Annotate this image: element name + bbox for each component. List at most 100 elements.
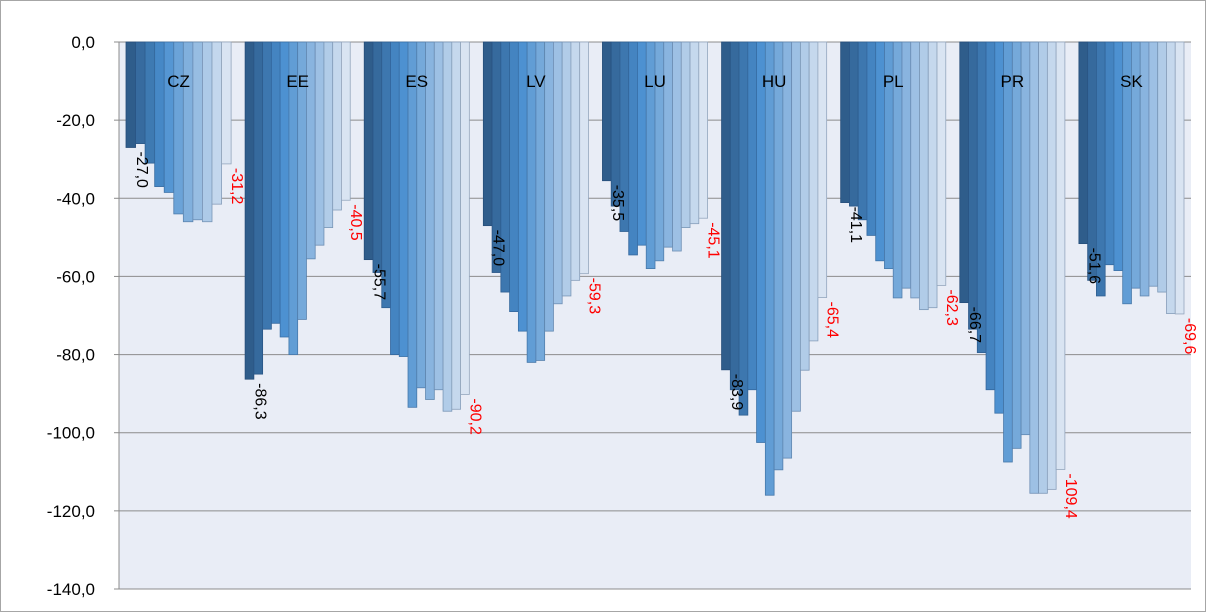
bar	[570, 41, 581, 281]
bar	[680, 41, 691, 228]
bar	[262, 41, 272, 330]
bar	[729, 41, 740, 391]
bar	[1029, 41, 1040, 494]
bar	[1148, 41, 1159, 287]
data-label-first: -51,6	[1085, 248, 1102, 285]
bar	[698, 41, 708, 219]
bar	[994, 41, 1004, 414]
bar	[799, 41, 810, 371]
bar	[1020, 41, 1031, 436]
data-label-last: -90,2	[466, 398, 483, 435]
bar	[1038, 41, 1048, 494]
bar	[125, 41, 136, 148]
bar	[1166, 41, 1176, 314]
bar	[509, 41, 519, 312]
bar	[721, 41, 731, 371]
bar	[919, 41, 929, 311]
data-label-first: -27,0	[133, 151, 150, 188]
bar	[817, 41, 828, 298]
data-label-last: -40,5	[347, 204, 364, 241]
y-tick-label: -20,0	[56, 111, 95, 130]
bar	[323, 41, 334, 228]
bar	[544, 41, 554, 332]
bar	[363, 41, 374, 261]
bar	[1157, 41, 1167, 293]
data-label-last: -109,4	[1062, 473, 1079, 518]
data-label-first: -55,7	[371, 264, 388, 301]
category-label: ES	[405, 72, 428, 91]
bar	[253, 41, 264, 375]
bar	[791, 41, 801, 412]
category-label: PL	[883, 72, 904, 91]
data-label-last: -31,2	[228, 168, 245, 205]
bar	[773, 41, 784, 471]
bar	[407, 41, 418, 408]
data-label-first: -83,9	[728, 374, 745, 411]
bar	[602, 41, 612, 182]
bar	[866, 41, 877, 236]
bar	[244, 41, 255, 380]
bar	[628, 41, 638, 256]
bar	[144, 41, 156, 164]
y-tick-label: -80,0	[56, 346, 95, 365]
y-axis: 0,0 -20,0 -40,0 -60,0 -80,0 -100,0 -120,0 -140,…	[47, 33, 120, 599]
bar	[985, 41, 996, 391]
bar	[747, 41, 757, 391]
bar	[154, 41, 165, 187]
bar	[482, 41, 493, 227]
data-label-first: -35,5	[609, 185, 626, 222]
bar	[390, 41, 400, 355]
y-tick-label: -120,0	[47, 502, 95, 521]
bar	[1046, 41, 1057, 490]
bar	[610, 41, 621, 207]
bar	[211, 41, 222, 205]
data-label-first: -66,7	[966, 307, 983, 344]
bar	[927, 41, 938, 309]
category-label: EE	[286, 72, 309, 91]
data-label-last: -62,3	[943, 289, 960, 326]
bar	[840, 41, 850, 203]
bar	[808, 41, 819, 342]
bar	[221, 41, 232, 165]
bar	[442, 41, 453, 412]
bar	[192, 41, 203, 221]
bar	[959, 41, 969, 304]
bar	[689, 41, 700, 225]
data-label-first: -41,1	[847, 207, 864, 244]
bar	[451, 41, 461, 410]
bar	[460, 41, 470, 395]
bar	[202, 41, 213, 223]
bar	[173, 41, 184, 215]
y-tick-label: -60,0	[56, 267, 95, 286]
bars	[125, 41, 1185, 496]
category-label: LV	[526, 72, 546, 91]
bar	[553, 41, 563, 305]
bar	[849, 41, 859, 207]
bar	[341, 41, 351, 201]
bar	[135, 41, 146, 144]
bar	[968, 41, 978, 330]
bar	[764, 41, 775, 496]
bar	[1104, 41, 1115, 266]
bar	[1087, 41, 1097, 281]
category-label: CZ	[167, 72, 190, 91]
bar	[857, 41, 868, 221]
data-label-first: -47,0	[490, 230, 507, 267]
bar	[910, 41, 920, 299]
bar	[1174, 41, 1185, 315]
data-label-last: -45,1	[705, 222, 722, 259]
y-tick-label: -40,0	[56, 189, 95, 208]
data-label-last: -65,4	[824, 302, 841, 339]
data-labels: -27,0 -31,2 -86,3 -40,5 -55,7 -90,2 -47,0 -59,3…	[133, 151, 1198, 518]
category-label: LU	[644, 72, 666, 91]
bar	[314, 41, 325, 246]
y-tick-label: -140,0	[47, 580, 95, 599]
category-label: PR	[1001, 72, 1025, 91]
bar	[416, 41, 426, 389]
bar	[672, 41, 682, 252]
bar	[756, 41, 766, 443]
bar	[561, 41, 572, 297]
bar	[782, 41, 793, 459]
category-labels: CZ EE ES LV LU HU PL PR SK	[167, 72, 1143, 91]
y-tick-label: -100,0	[47, 424, 95, 443]
